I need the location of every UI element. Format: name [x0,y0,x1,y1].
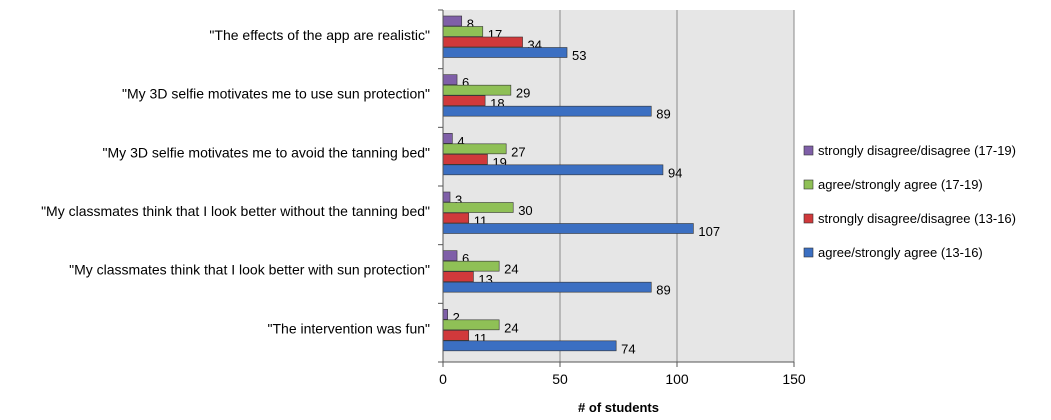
bar [442,319,500,331]
data-label: 29 [516,86,530,101]
bar [442,26,484,37]
data-label: 4 [457,134,464,149]
bar [442,281,652,293]
legend: strongly disagree/disagree (17-19) agree/… [803,143,1016,260]
bar [442,105,652,117]
data-label: 107 [698,224,720,239]
data-label: 6 [462,251,469,266]
bar [442,133,453,144]
bar [442,260,500,272]
bar [442,47,568,58]
category-label: "My classmates think that I look better … [41,203,430,219]
legend-swatch [803,179,814,190]
category-label: "My 3D selfie motivates me to use sun pr… [122,86,430,102]
gridlines [559,10,795,362]
bar [442,191,451,203]
data-label: 24 [504,320,518,335]
legend-swatch [803,247,814,258]
data-label: 27 [511,144,525,159]
legend-swatch [803,145,814,156]
bar [442,202,514,213]
data-label: 53 [572,48,586,63]
bar [442,36,523,48]
bar [442,74,458,85]
tick-label: 50 [552,371,568,387]
x-axis-ticks: 0 50 100 150 [439,362,806,387]
bar [442,340,617,352]
bar [442,84,512,96]
data-label: 2 [453,310,460,325]
data-label: 6 [462,75,469,90]
bar [442,223,694,234]
bar [442,15,463,27]
data-label: 74 [621,341,635,356]
tick-label: 100 [665,371,689,387]
bar [442,330,470,341]
data-label: 30 [518,203,532,218]
axes [438,9,794,363]
bar [442,309,448,320]
category-label: "The effects of the app are realistic" [209,27,430,43]
bar [442,164,664,176]
data-label: 89 [656,283,670,298]
category-label: "The intervention was fun" [268,320,431,336]
bars: 8173453629188942719943301110762413892241… [442,15,720,356]
data-label: 3 [455,193,462,208]
category-label: "My classmates think that I look better … [69,262,430,278]
data-label: 8 [467,17,474,32]
bar [442,95,486,106]
bar [442,250,458,261]
category-label: "My 3D selfie motivates me to avoid the … [103,144,430,160]
bar [442,154,488,165]
tick-label: 0 [439,371,447,387]
legend-entry: strongly disagree/disagree (13-16) [818,211,1016,226]
data-label: 94 [668,165,682,180]
bar [442,212,470,224]
bar [442,143,507,155]
legend-swatch [803,213,814,224]
x-axis-title: # of students [578,400,659,415]
tick-label: 150 [782,371,806,387]
plot-area [443,10,794,362]
data-label: 89 [656,107,670,122]
legend-entry: agree/strongly agree (17-19) [818,177,983,192]
legend-entry: agree/strongly agree (13-16) [818,245,983,260]
legend-entry: strongly disagree/disagree (17-19) [818,143,1016,158]
category-labels: "The effects of the app are realistic" "M… [41,27,430,336]
data-label: 24 [504,262,518,277]
bar [442,271,474,282]
